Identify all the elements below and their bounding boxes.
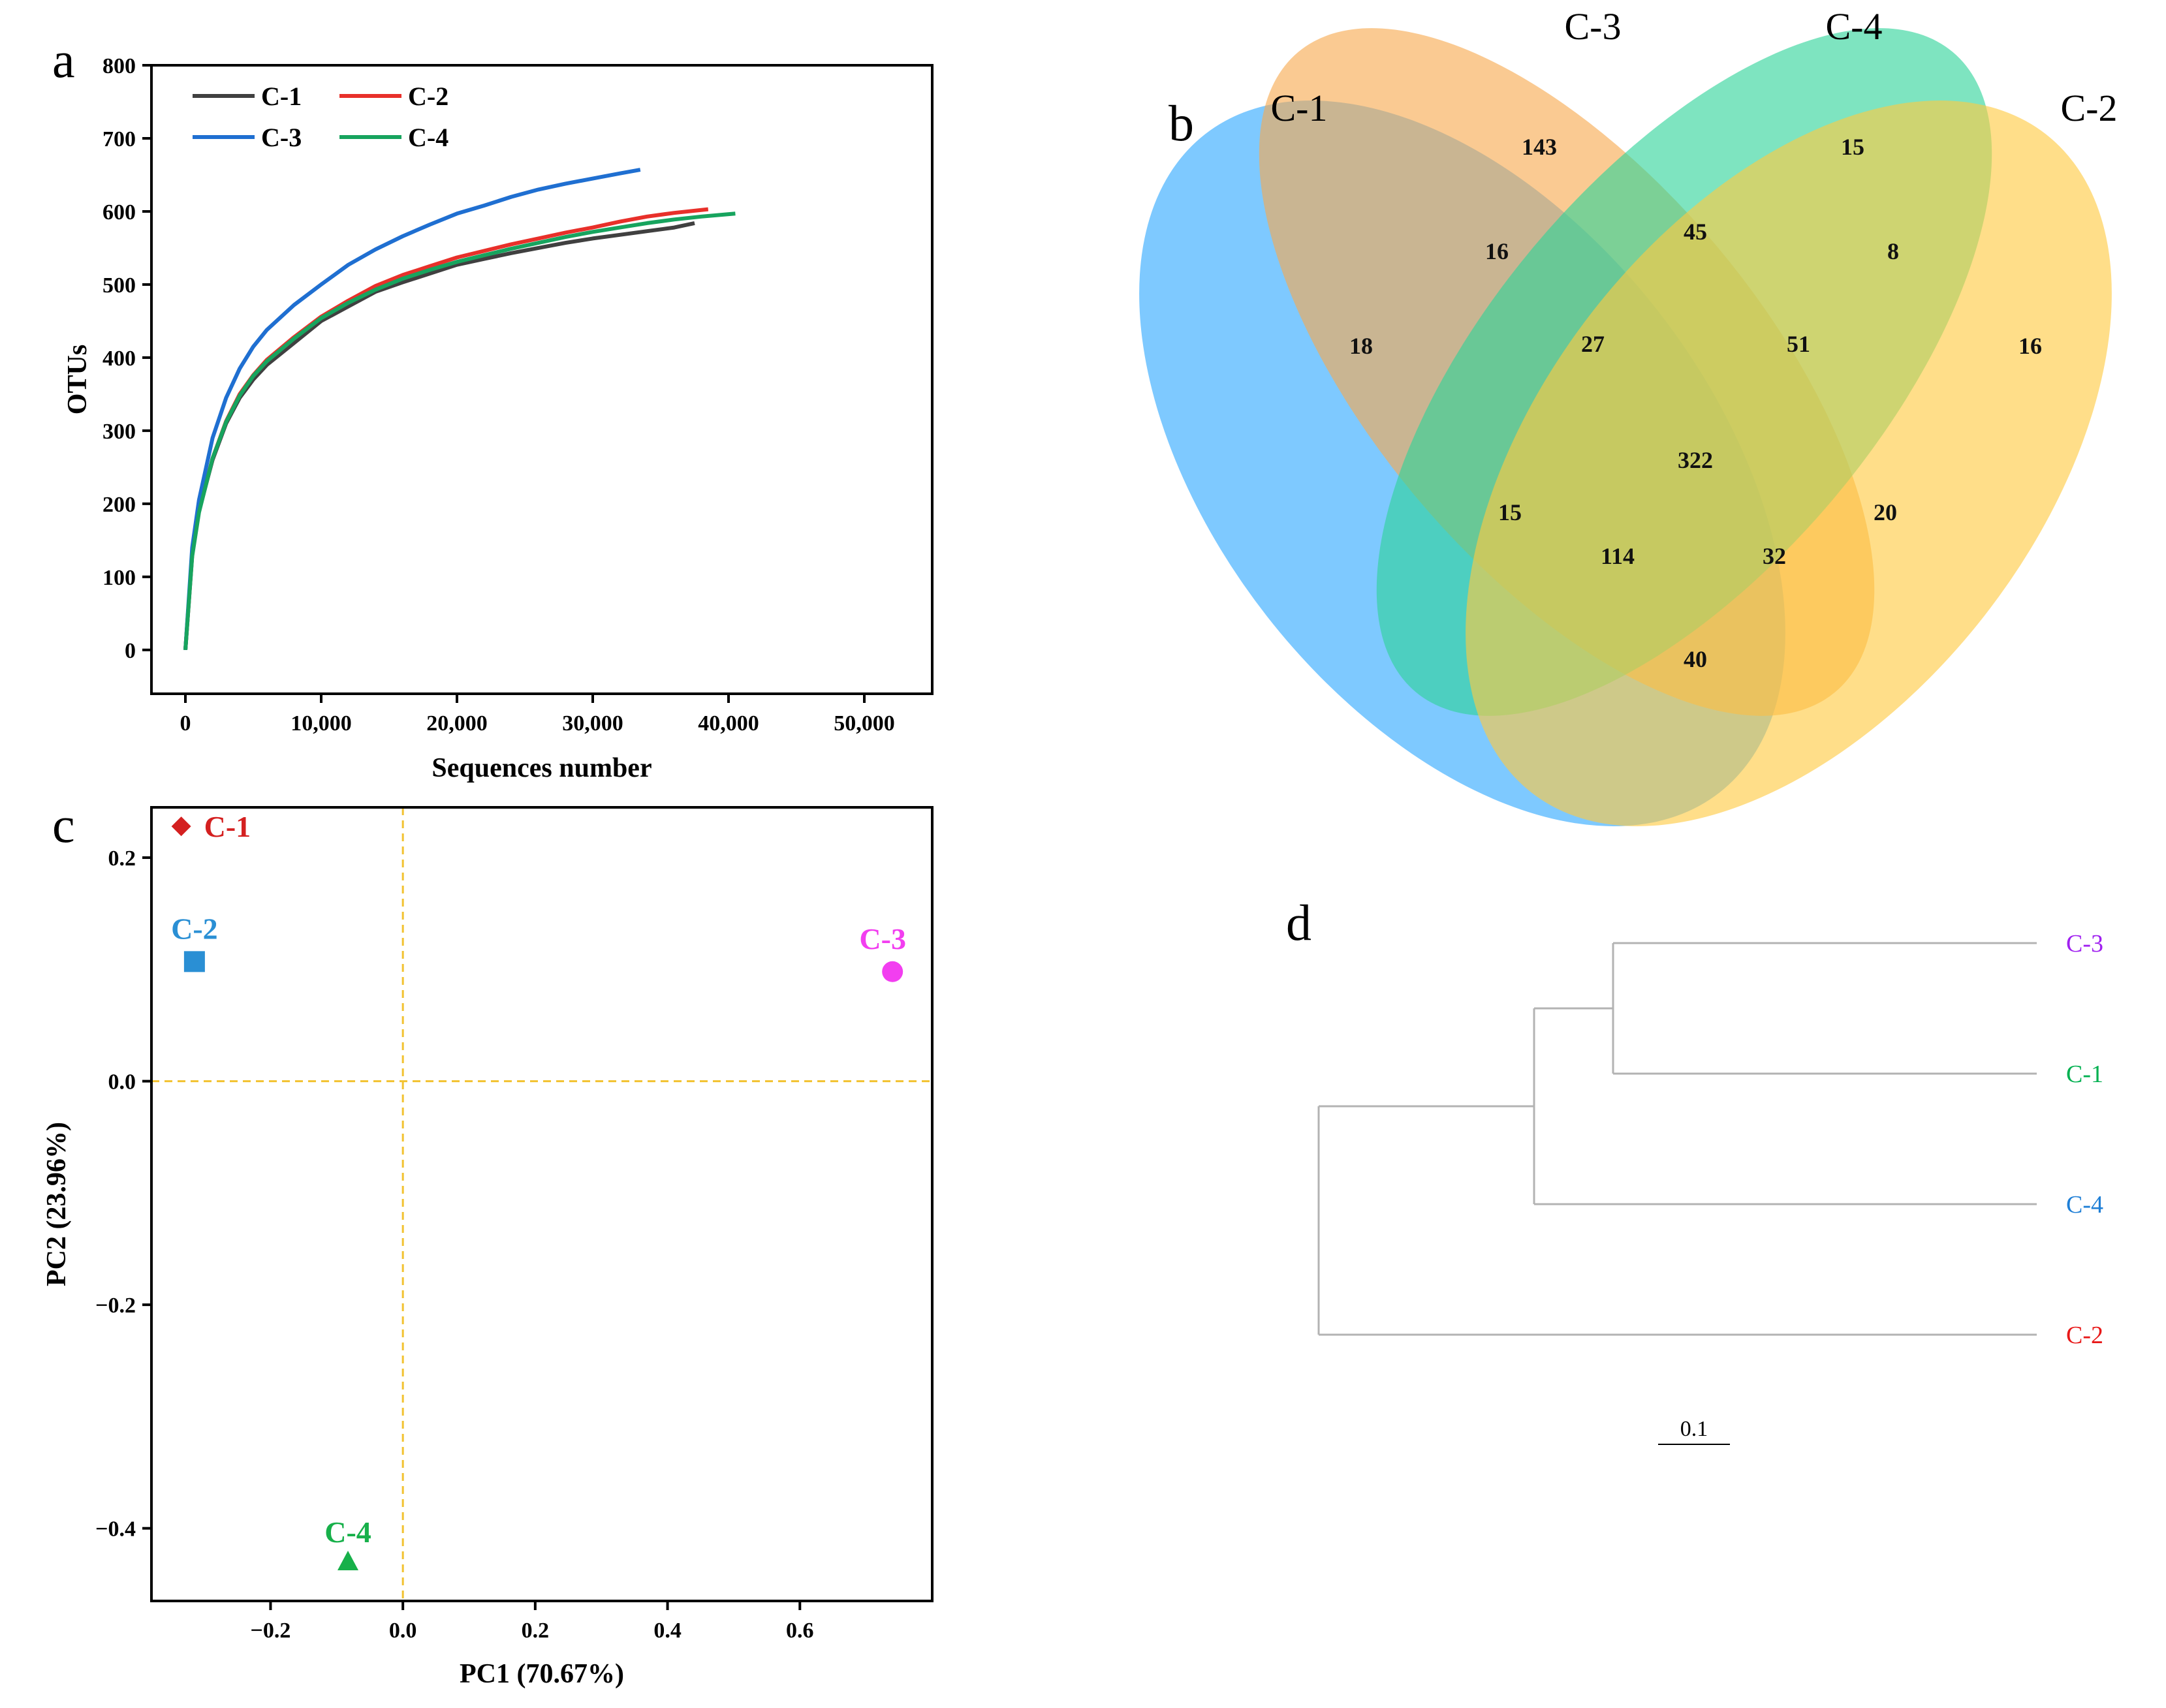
y-tick-label: 500 [102,273,136,298]
venn-region-count: 15 [1498,499,1522,525]
legend-label-c-4: C-4 [408,123,448,152]
series-line-c-3 [183,168,641,650]
x-axis-title: PC1 (70.67%) [460,1659,624,1689]
x-tick-label: 0.0 [389,1619,417,1643]
pca-chart: 0.2 0.0 −0.2 −0.4 −0.2 0.0 0.2 0.4 0.6 PC1 (70.67… [42,806,934,1689]
y-tick-label: 0 [125,639,136,663]
venn-set-label-c-2: C-2 [2061,87,2118,129]
venn-region-count: 51 [1787,331,1810,357]
x-tick-label: 0.2 [522,1619,550,1643]
venn-region-count: 15 [1841,134,1864,160]
legend-label-c-3: C-3 [261,123,302,152]
y-tick-label: 0.2 [108,846,136,871]
leaf-label-c-1: C-1 [2066,1061,2103,1088]
y-tick-label: −0.4 [95,1517,136,1542]
series-line-c-4 [183,211,736,651]
y-tick-label: 800 [102,54,136,78]
x-tick-label: 20,000 [426,711,488,736]
x-tick-label: −0.2 [251,1619,291,1643]
y-tick-label: 0.0 [108,1070,136,1095]
venn-set-label-c-1: C-1 [1271,87,1328,129]
leaf-label-c-4: C-4 [2066,1191,2103,1219]
x-tick-label: 30,000 [562,711,623,736]
y-tick-label: 600 [102,200,136,225]
pca-point-c-1 [171,816,191,837]
venn-region-count: 20 [1874,499,1897,525]
pca-label-c-1: C-1 [204,810,251,843]
rarefaction-legend: C-1 C-2 C-3 C-4 [193,82,448,152]
y-axis-title: OTUs [63,345,93,414]
rarefaction-chart: 0 100 200 300 400 500 600 700 800 0 10,000 20,000 30… [63,54,934,783]
venn-region-count: 16 [1485,238,1509,264]
panel-letter-a: a [52,31,75,88]
venn-set-label-c-4: C-4 [1826,5,1883,48]
x-tick-label: 10,000 [290,711,352,736]
x-tick-label: 0.4 [653,1619,682,1643]
series-line-c-1 [183,221,695,651]
panel-letter-b: b [1169,95,1194,151]
pca-label-c-3: C-3 [859,922,906,955]
pca-point-c-4 [337,1551,359,1571]
venn-region-count: 45 [1684,219,1707,245]
leaf-label-c-2: C-2 [2066,1322,2103,1349]
pca-label-c-4: C-4 [324,1515,371,1549]
y-tick-label: 400 [102,347,136,371]
panel-letter-c: c [52,796,75,853]
venn-diagram: C-1 C-3 C-4 C-2 18 143 15 16 16 45 8 27 51 322 15 20 114… [1139,5,2118,826]
venn-region-count: 8 [1887,238,1899,264]
dendrogram: C-3 C-1 C-4 C-2 0.1 [1317,930,2103,1445]
x-tick-label: 0 [180,711,191,736]
y-tick-label: 200 [102,493,136,517]
rarefaction-series [183,168,736,651]
y-tick-label: 300 [102,420,136,444]
pca-point-c-3 [882,961,903,982]
legend-label-c-1: C-1 [261,82,302,111]
series-line-c-2 [183,207,709,651]
rarefaction-axes: 0 100 200 300 400 500 600 700 800 0 10,000 20,000 30… [63,54,934,783]
plot-frame [150,806,934,1602]
plot-frame [150,64,934,695]
pca-point-c-2 [183,951,205,972]
legend-label-c-2: C-2 [408,82,448,111]
pca-label-c-2: C-2 [171,912,218,945]
venn-region-count: 32 [1763,543,1786,569]
venn-region-count: 27 [1581,331,1605,357]
panel-letter-d: d [1286,894,1311,951]
scale-bar-label: 0.1 [1680,1417,1708,1441]
y-tick-label: −0.2 [95,1294,136,1318]
x-tick-label: 0.6 [786,1619,814,1643]
venn-region-count: 18 [1349,333,1373,359]
venn-set-label-c-3: C-3 [1565,5,1622,48]
y-tick-label: 700 [102,127,136,151]
venn-region-count: 16 [2018,333,2042,359]
venn-region-count: 143 [1522,134,1557,160]
x-axis-title: Sequences number [432,753,651,783]
venn-set-c-2 [1466,101,2112,826]
venn-region-count: 40 [1684,646,1707,672]
x-tick-label: 40,000 [698,711,759,736]
venn-region-count: 114 [1601,543,1635,569]
x-tick-label: 50,000 [834,711,895,736]
y-tick-label: 100 [102,566,136,590]
leaf-label-c-3: C-3 [2066,930,2103,957]
y-axis-title: PC2 (23.96%) [42,1122,72,1286]
venn-region-count: 322 [1678,447,1713,473]
